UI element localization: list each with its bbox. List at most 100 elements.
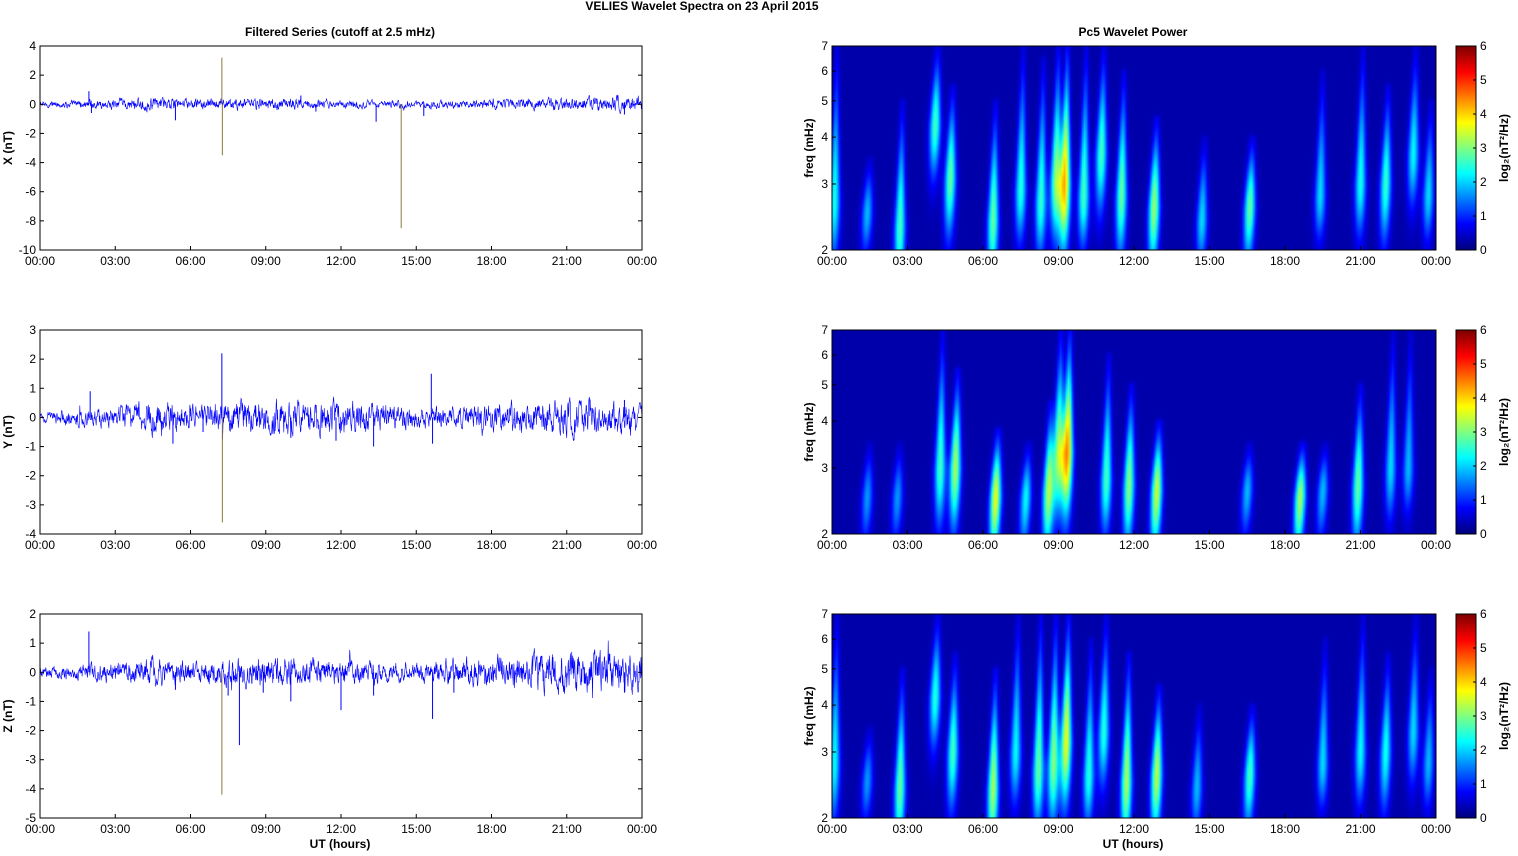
y-tick-label: 3 [821, 461, 828, 475]
y-tick-label: -5 [25, 811, 36, 825]
x-tick-label: 18:00 [476, 254, 506, 268]
y-tick-label: 5 [821, 378, 828, 392]
y-tick-label: 2 [821, 243, 828, 257]
x-tick-label: 15:00 [1194, 822, 1224, 836]
x-tick-label: 03:00 [892, 254, 922, 268]
x-tick-label: 06:00 [968, 254, 998, 268]
y-tick-label: 0 [29, 97, 36, 111]
x-tick-label: 09:00 [1043, 822, 1073, 836]
x-tick-label: 09:00 [251, 254, 281, 268]
x-tick-label: 00:00 [1421, 254, 1451, 268]
colorbar [1456, 46, 1476, 250]
x-tick-label: 03:00 [100, 538, 130, 552]
y-axis-label: freq (mHz) [802, 118, 816, 177]
y-axis-label: X (nT) [1, 131, 15, 165]
colorbar [1456, 330, 1476, 534]
y-tick-label: 4 [821, 130, 828, 144]
y-tick-label: 6 [821, 632, 828, 646]
y-tick-label: 5 [821, 662, 828, 676]
y-tick-label: 4 [821, 698, 828, 712]
colorbar-tick-label: 1 [1480, 777, 1487, 791]
y-axis-label: Z (nT) [1, 699, 15, 732]
y-tick-label: -6 [25, 185, 36, 199]
colorbar-label: log₂(nT²/Hz) [1497, 114, 1511, 182]
x-tick-label: 03:00 [100, 254, 130, 268]
y-tick-label: 0 [29, 410, 36, 424]
series-line-x [39, 94, 643, 115]
x-tick-label: 09:00 [251, 538, 281, 552]
line-chart-y: -4 -3 -2 -1 0 1 2 3 Y (nT) [1, 323, 643, 541]
y-tick-label: -1 [25, 440, 36, 454]
colorbar-tick-label: 2 [1480, 175, 1487, 189]
colorbar-tick-label: 5 [1480, 357, 1487, 371]
left-column-title: Filtered Series (cutoff at 2.5 mHz) [245, 25, 435, 39]
y-tick-label: -2 [25, 469, 36, 483]
y-tick-label: -4 [25, 156, 36, 170]
colorbar-tick-label: 1 [1480, 493, 1487, 507]
y-axis-label: freq (mHz) [802, 402, 816, 461]
x-tick-label: 21:00 [1345, 538, 1375, 552]
x-tick-label: 03:00 [892, 538, 922, 552]
y-tick-label: -4 [25, 782, 36, 796]
y-axis-label: Y (nT) [1, 415, 15, 449]
x-tick-label: 12:00 [326, 254, 356, 268]
colorbar-tick-label: 3 [1480, 141, 1487, 155]
y-tick-label: 6 [821, 64, 828, 78]
x-tick-label: 21:00 [1345, 254, 1375, 268]
colorbar-tick-label: 5 [1480, 641, 1487, 655]
y-tick-label: -2 [25, 126, 36, 140]
colorbar-tick-label: 0 [1480, 811, 1487, 825]
colorbar-tick-label: 4 [1480, 391, 1487, 405]
colorbar-tick-label: 2 [1480, 459, 1487, 473]
y-tick-label: 0 [29, 665, 36, 679]
y-tick-label: -8 [25, 214, 36, 228]
line-chart-x: -10 -8 -6 -4 -2 0 2 4 X (nT) [1, 39, 643, 257]
x-tick-label: 12:00 [326, 538, 356, 552]
x-tick-label: 00:00 [1421, 538, 1451, 552]
colorbar-tick-label: 0 [1480, 527, 1487, 541]
x-tick-label: 12:00 [1119, 822, 1149, 836]
colorbar-tick-label: 6 [1480, 39, 1487, 53]
x-tick-label: 15:00 [401, 254, 431, 268]
colorbar-tick-label: 4 [1480, 107, 1487, 121]
y-tick-label: 1 [29, 381, 36, 395]
heatmap-x-power: 2 3 4 5 6 7 freq (mHz) 0 1 2 3 4 5 6 log₂(nT²/Hz) [802, 39, 1511, 257]
y-tick-label: 2 [29, 68, 36, 82]
x-tick-label: 00:00 [817, 254, 847, 268]
y-tick-label: 7 [821, 323, 828, 337]
y-tick-label: -4 [25, 527, 36, 541]
y-tick-label: -3 [25, 753, 36, 767]
wavelet-power-image [832, 614, 1436, 818]
wavelet-power-image [832, 330, 1436, 534]
y-axis-label: freq (mHz) [802, 686, 816, 745]
x-tick-label: 00:00 [817, 538, 847, 552]
y-tick-label: 7 [821, 39, 828, 53]
x-tick-label: 18:00 [476, 822, 506, 836]
series-line-y [39, 396, 643, 442]
x-tick-label: 15:00 [1194, 538, 1224, 552]
x-tick-label: 18:00 [1270, 538, 1300, 552]
colorbar-tick-label: 4 [1480, 675, 1487, 689]
colorbar-tick-label: 2 [1480, 743, 1487, 757]
plot-area [40, 330, 642, 534]
colorbar-tick-label: 3 [1480, 709, 1487, 723]
x-tick-label: 18:00 [1270, 254, 1300, 268]
y-tick-label: 1 [29, 636, 36, 650]
x-tick-label: 09:00 [251, 822, 281, 836]
x-tick-label: 03:00 [892, 822, 922, 836]
x-axis-label-left: UT (hours) [310, 837, 371, 851]
x-tick-label: 00:00 [1421, 822, 1451, 836]
y-tick-label: 7 [821, 607, 828, 621]
x-tick-label: 21:00 [1345, 822, 1375, 836]
x-tick-label: 12:00 [1119, 538, 1149, 552]
x-tick-label: 15:00 [401, 538, 431, 552]
x-tick-label: 15:00 [1194, 254, 1224, 268]
y-tick-label: -1 [25, 694, 36, 708]
x-tick-label: 15:00 [401, 822, 431, 836]
y-tick-label: 2 [29, 352, 36, 366]
x-tick-label: 03:00 [100, 822, 130, 836]
x-tick-label: 00:00 [25, 538, 55, 552]
x-tick-label: 00:00 [25, 254, 55, 268]
x-tick-label: 21:00 [552, 254, 582, 268]
wavelet-power-image [832, 46, 1436, 250]
